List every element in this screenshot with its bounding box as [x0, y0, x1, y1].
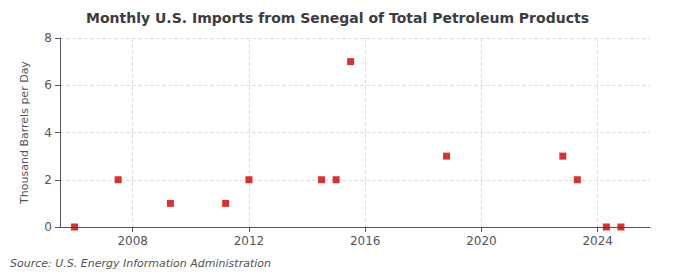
svg-text:2: 2	[44, 173, 52, 187]
svg-text:2016: 2016	[350, 234, 381, 248]
svg-text:2012: 2012	[234, 234, 265, 248]
svg-text:Source: U.S. Energy Informatio: Source: U.S. Energy Information Administ…	[10, 257, 271, 270]
svg-text:2008: 2008	[117, 234, 148, 248]
svg-text:6: 6	[44, 78, 52, 92]
svg-text:8: 8	[44, 31, 52, 45]
svg-text:2020: 2020	[466, 234, 497, 248]
svg-text:Thousand Barrels per Day: Thousand Barrels per Day	[18, 61, 31, 205]
svg-text:0: 0	[44, 220, 52, 234]
svg-text:Monthly U.S. Imports from Sene: Monthly U.S. Imports from Senegal of Tot…	[86, 10, 589, 26]
svg-text:2024: 2024	[582, 234, 613, 248]
svg-text:4: 4	[44, 126, 52, 140]
